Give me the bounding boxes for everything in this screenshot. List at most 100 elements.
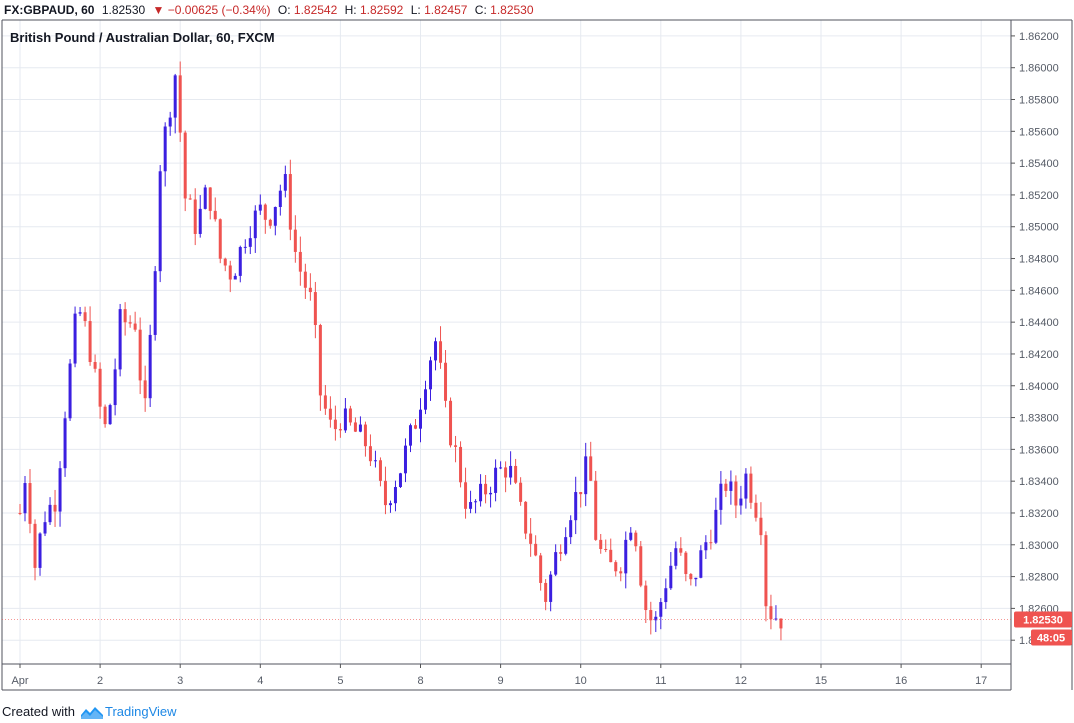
candle-body-up (729, 481, 733, 491)
candle-body-down (318, 325, 322, 396)
candle-body-down (188, 198, 192, 200)
candle-body-up (343, 408, 347, 431)
candle-body-up (584, 456, 588, 495)
candle-body-up (554, 552, 558, 575)
candle-body-down (519, 482, 523, 502)
plot-background (2, 20, 1011, 664)
y-tick-label: 1.85800 (1019, 95, 1059, 107)
x-tick-label: 15 (815, 675, 827, 687)
down-arrow-icon: ▼ (152, 3, 165, 17)
candle-body-down (313, 292, 317, 326)
candle-body-up (273, 206, 277, 226)
y-tick-label: 1.84600 (1019, 285, 1059, 297)
candle-body-down (539, 555, 543, 583)
close-label: C: (474, 3, 487, 17)
candle-body-down (514, 465, 518, 483)
candle-body-up (499, 467, 503, 469)
candle-body-up (739, 498, 743, 506)
candle-body-down (328, 408, 332, 420)
candle-body-up (23, 483, 27, 514)
candle-body-up (494, 467, 498, 493)
x-tick-label: 17 (975, 675, 987, 687)
candle-body-down (769, 606, 773, 620)
y-tick-label: 1.84000 (1019, 381, 1059, 393)
candle-body-up (48, 504, 52, 523)
candle-body-down (589, 456, 593, 481)
candle-body-up (489, 492, 493, 495)
candle-body-up (278, 190, 282, 207)
candle-body-up (78, 312, 82, 314)
candle-body-down (28, 483, 32, 524)
candle-body-up (624, 539, 628, 574)
y-tick-label: 1.83000 (1019, 540, 1059, 552)
candle-body-down (88, 321, 92, 363)
candle-body-down (734, 481, 738, 506)
candle-body-up (233, 275, 237, 280)
candle-body-up (419, 409, 422, 429)
candle-body-down (348, 408, 352, 423)
x-tick-label: 8 (417, 675, 423, 687)
high-label: H: (344, 3, 357, 17)
candle-body-down (33, 523, 37, 568)
change-value: −0.00625 (−0.34%) (167, 3, 271, 17)
tradingview-logo-icon[interactable] (80, 705, 103, 719)
candle-body-up (704, 542, 708, 551)
candle-body-up (744, 473, 748, 499)
countdown-label: 48:05 (1037, 633, 1065, 645)
candle-body-up (434, 341, 438, 361)
candle-body-down (439, 341, 443, 363)
candle-body-up (654, 616, 658, 621)
candle-body-down (98, 368, 102, 407)
y-tick-label: 1.85600 (1019, 126, 1059, 138)
candle-body-up (424, 389, 428, 410)
candle-body-down (609, 549, 613, 563)
y-tick-label: 1.83400 (1019, 476, 1059, 488)
candle-body-down (178, 75, 182, 133)
candle-body-down (544, 582, 548, 602)
candle-body-down (534, 543, 538, 556)
y-tick-label: 1.85400 (1019, 158, 1059, 170)
candle-body-down (103, 406, 107, 425)
candle-body-down (724, 483, 728, 491)
candle-body-down (619, 571, 623, 574)
candle-body-down (579, 492, 583, 495)
candle-body-up (68, 363, 72, 419)
candle-body-down (288, 174, 292, 230)
candle-body-up (58, 468, 62, 512)
candle-body-up (38, 533, 42, 568)
candle-body-down (323, 395, 327, 409)
y-tick-label: 1.85200 (1019, 190, 1059, 202)
candle-body-down (464, 482, 468, 509)
y-tick-label: 1.86200 (1019, 31, 1059, 43)
footer: Created with TradingView (2, 702, 177, 722)
x-tick-label: 2 (97, 675, 103, 687)
candle-body-down (649, 610, 653, 621)
candle-body-up (574, 492, 578, 521)
candle-body-down (378, 460, 382, 481)
candle-body-down (368, 446, 372, 462)
candle-body-up (283, 174, 287, 191)
candle-body-up (403, 445, 407, 474)
candle-body-up (398, 473, 402, 488)
created-with-text: Created with (2, 704, 75, 719)
x-tick-label: 3 (177, 675, 183, 687)
candle-body-up (108, 405, 112, 425)
y-tick-label: 1.83600 (1019, 444, 1059, 456)
candle-body-up (509, 465, 513, 478)
tradingview-link[interactable]: TradingView (104, 704, 177, 719)
candle-body-up (163, 126, 167, 172)
candle-body-up (173, 75, 177, 118)
candle-body-down (779, 618, 783, 629)
candle-body-up (243, 246, 247, 248)
y-tick-label: 1.84800 (1019, 254, 1059, 266)
candle-body-down (504, 467, 508, 478)
candle-body-up (73, 313, 77, 364)
close-value: 1.82530 (490, 3, 534, 17)
candle-body-down (383, 480, 387, 506)
candle-body-down (298, 251, 302, 272)
candle-body-up (569, 520, 573, 538)
candle-body-down (639, 546, 643, 586)
candle-body-down (123, 309, 127, 323)
